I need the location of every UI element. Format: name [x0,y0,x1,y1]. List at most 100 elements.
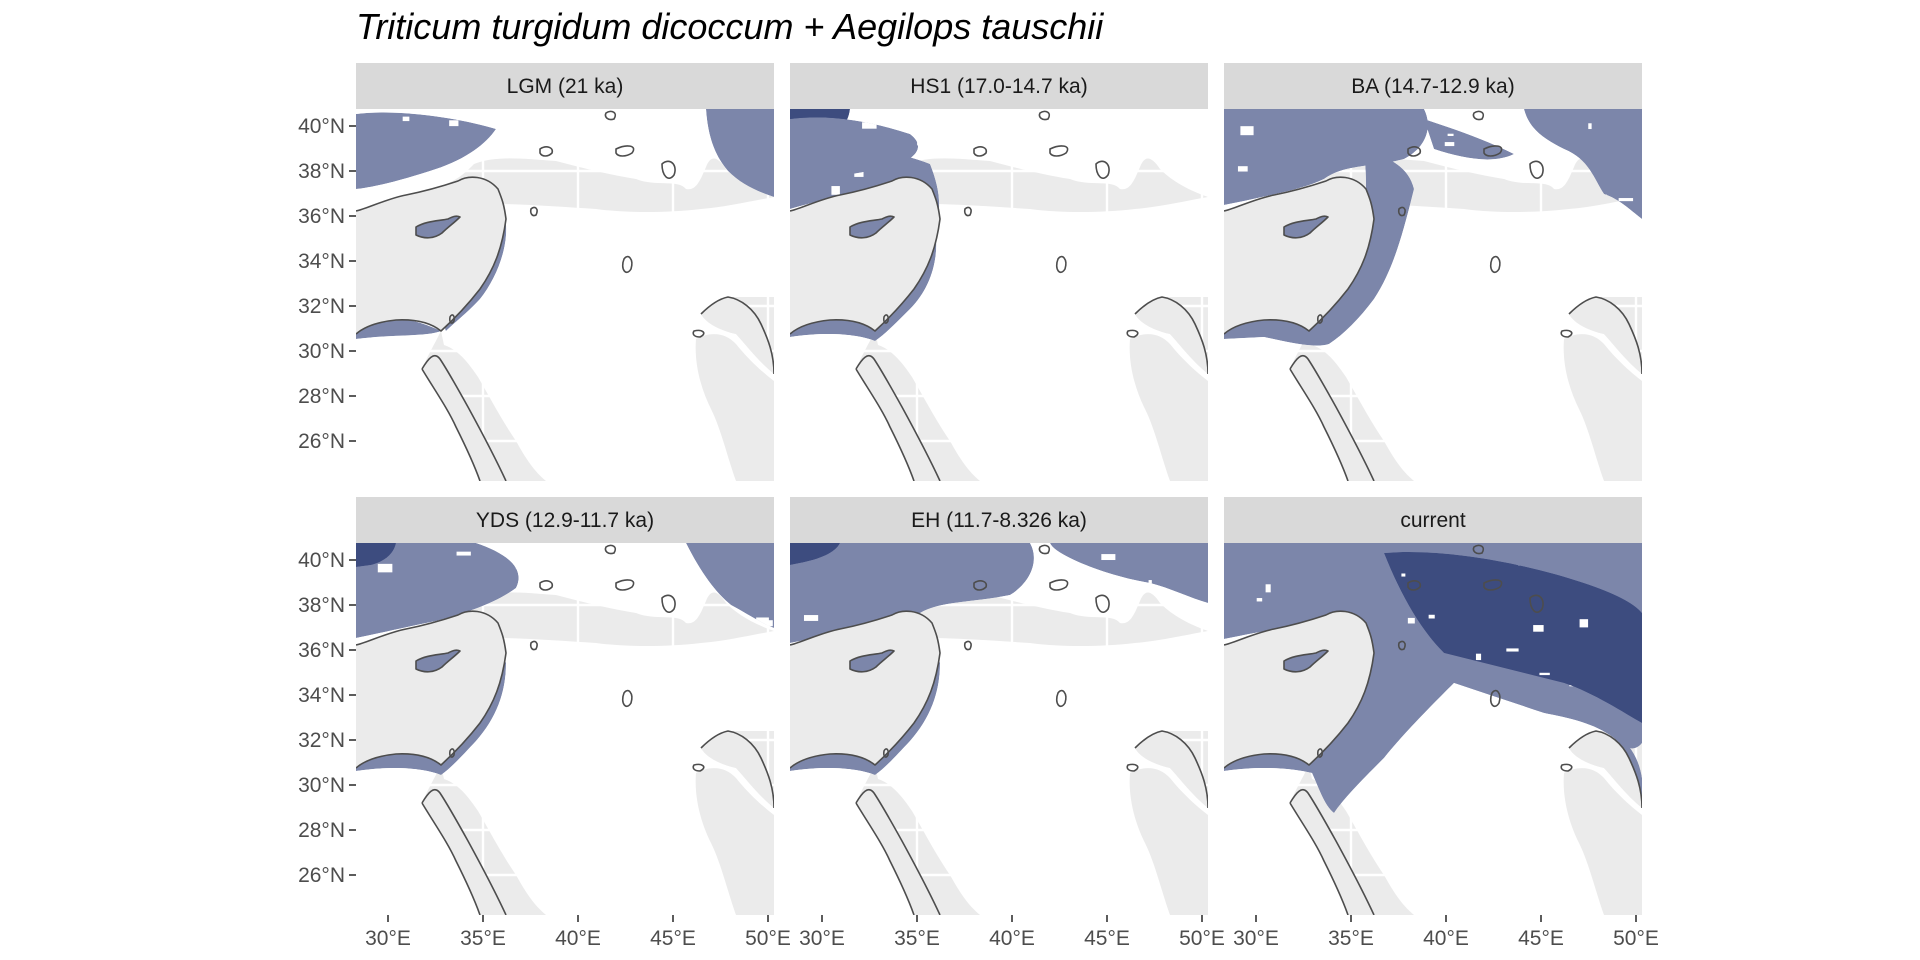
raster-gap [1588,123,1592,130]
raster-gap [1265,584,1271,593]
raster-gap [803,615,819,621]
map-area [790,109,1208,481]
arabian-gulf-coast-area [695,768,774,915]
raster-gap [1533,625,1544,632]
arabian-gulf-coast-area [1129,334,1208,481]
suitability-area [356,543,519,638]
y-tick-label: 30°N [298,340,345,363]
facet-strip [790,497,1208,543]
suitability-area [356,112,496,189]
facet-panel: EH (11.7-8.326 ka) [790,497,1219,922]
y-tick-label: 30°N [298,774,345,797]
x-tick-label: 30°E [799,927,845,950]
x-tick-label: 50°E [1179,927,1225,950]
map-area [356,543,774,915]
arabian-gulf-coast-area [1563,334,1642,481]
y-tick-label: 26°N [298,430,345,453]
suitability-area [686,543,774,628]
y-tick-label: 40°N [298,549,345,572]
raster-gap [1237,166,1248,172]
suitability-area [356,543,396,567]
raster-gap [1444,142,1455,147]
raster-gap [456,551,471,556]
suitability-area [790,543,1034,643]
x-tick-label: 30°E [1233,927,1279,950]
high-suitability-area [356,543,396,567]
facet-label: current [1400,509,1466,532]
x-tick-label: 30°E [365,927,411,950]
raster-gap [854,171,864,177]
x-tick-label: 50°E [745,927,791,950]
facet-label: LGM (21 ka) [507,75,624,98]
raster-gap [1475,653,1482,661]
facet-panel: BA (14.7-12.9 ka) [1224,63,1642,481]
raster-gap [1206,799,1219,803]
suitability-area [1424,119,1514,160]
figure-title: Triticum turgidum dicoccum + Aegilops ta… [356,6,1104,47]
raster-gap [801,914,808,922]
x-tick-label: 40°E [555,927,601,950]
map-area [790,543,1219,922]
raster-gap [1401,573,1406,577]
facet-panel: LGM (21 ka) [356,63,774,481]
suitability-area [686,543,774,628]
facet-strip [1224,63,1642,109]
suitability-area [790,543,840,922]
facet-panel: YDS (12.9-11.7 ka) [356,497,774,915]
suitability-area [1524,109,1642,219]
raster-gap [402,116,410,122]
x-tick-label: 40°E [1423,927,1469,950]
raster-gap [1506,648,1519,652]
high-suitability-area [1384,552,1642,723]
y-tick-label: 38°N [298,160,345,183]
x-tick-label: 35°E [460,927,506,950]
raster-gap [1148,580,1152,584]
x-tick-label: 35°E [1328,927,1374,950]
x-tick-label: 45°E [650,927,696,950]
map-area [356,109,774,481]
map-area [1224,109,1642,481]
facet-strip [356,63,774,109]
facet-panel: current [1224,497,1642,923]
y-tick-label: 34°N [298,684,345,707]
y-tick-label: 32°N [298,295,345,318]
arabian-gulf-coast-area [695,334,774,481]
suitability-area [1224,109,1428,205]
facet-strip [1224,497,1642,543]
raster-gap [1256,598,1263,602]
x-tick-label: 45°E [1518,927,1564,950]
y-tick-label: 40°N [298,115,345,138]
y-tick-label: 38°N [298,594,345,617]
raster-gap [1261,915,1270,923]
facet-label: HS1 (17.0-14.7 ka) [910,75,1087,98]
raster-gap [1101,554,1116,561]
facet-label: BA (14.7-12.9 ka) [1351,75,1514,98]
facet-panel: HS1 (17.0-14.7 ka) [790,63,1208,481]
suitability-area [790,117,918,181]
raster-gap [756,617,769,627]
y-tick-label: 26°N [298,864,345,887]
facet-strip [790,63,1208,109]
x-tick-label: 40°E [989,927,1035,950]
facet-panels: LGM (21 ka) 40°N 38°N 36°N 34°N 32°N 30°N 28°N 2… [298,63,1659,950]
raster-gap [449,120,459,127]
suitability-area [706,109,774,197]
facet-label: EH (11.7-8.326 ka) [911,509,1087,532]
raster-gap [1539,672,1550,676]
high-suitability-area [790,543,840,565]
facet-strip [356,497,774,543]
raster-gap [1407,617,1415,624]
y-tick-label: 32°N [298,729,345,752]
raster-gap [1618,198,1634,202]
raster-gap [862,122,877,129]
suitability-area [1224,109,1428,205]
x-tick-label: 35°E [894,927,940,950]
suitability-area [706,109,774,197]
y-tick-label: 36°N [298,639,345,662]
arabian-gulf-coast-area [1129,768,1208,915]
facet-label: YDS (12.9-11.7 ka) [476,509,654,532]
y-tick-label: 34°N [298,250,345,273]
raster-gap [1428,614,1435,619]
x-tick-label: 50°E [1613,927,1659,950]
